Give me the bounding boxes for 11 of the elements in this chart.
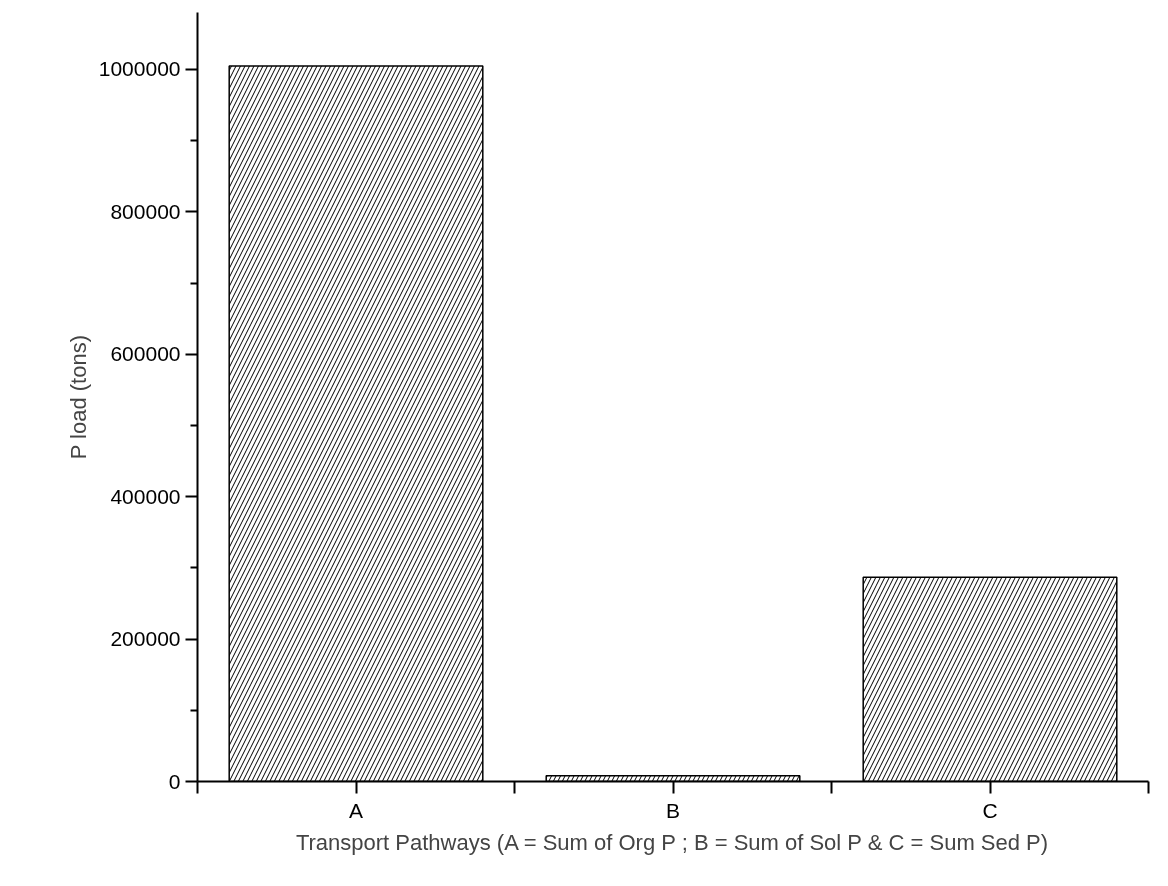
y-tick-label: 200000 <box>110 627 181 651</box>
x-tick-label: A <box>349 798 364 822</box>
x-tick-label: C <box>982 798 998 822</box>
y-tick-label: 400000 <box>110 484 181 508</box>
y-tick-label: 800000 <box>110 199 181 223</box>
y-axis-title: P load (tons) <box>65 335 91 460</box>
y-tick-label: 0 <box>168 769 181 793</box>
x-tick-label: B <box>666 798 681 822</box>
y-tick-label: 1000000 <box>98 57 181 81</box>
x-axis-title: Transport Pathways (A = Sum of Org P ; B = Sum of Sol P & C = Sum Sed P) <box>295 829 1049 855</box>
y-tick-label: 600000 <box>110 342 181 366</box>
